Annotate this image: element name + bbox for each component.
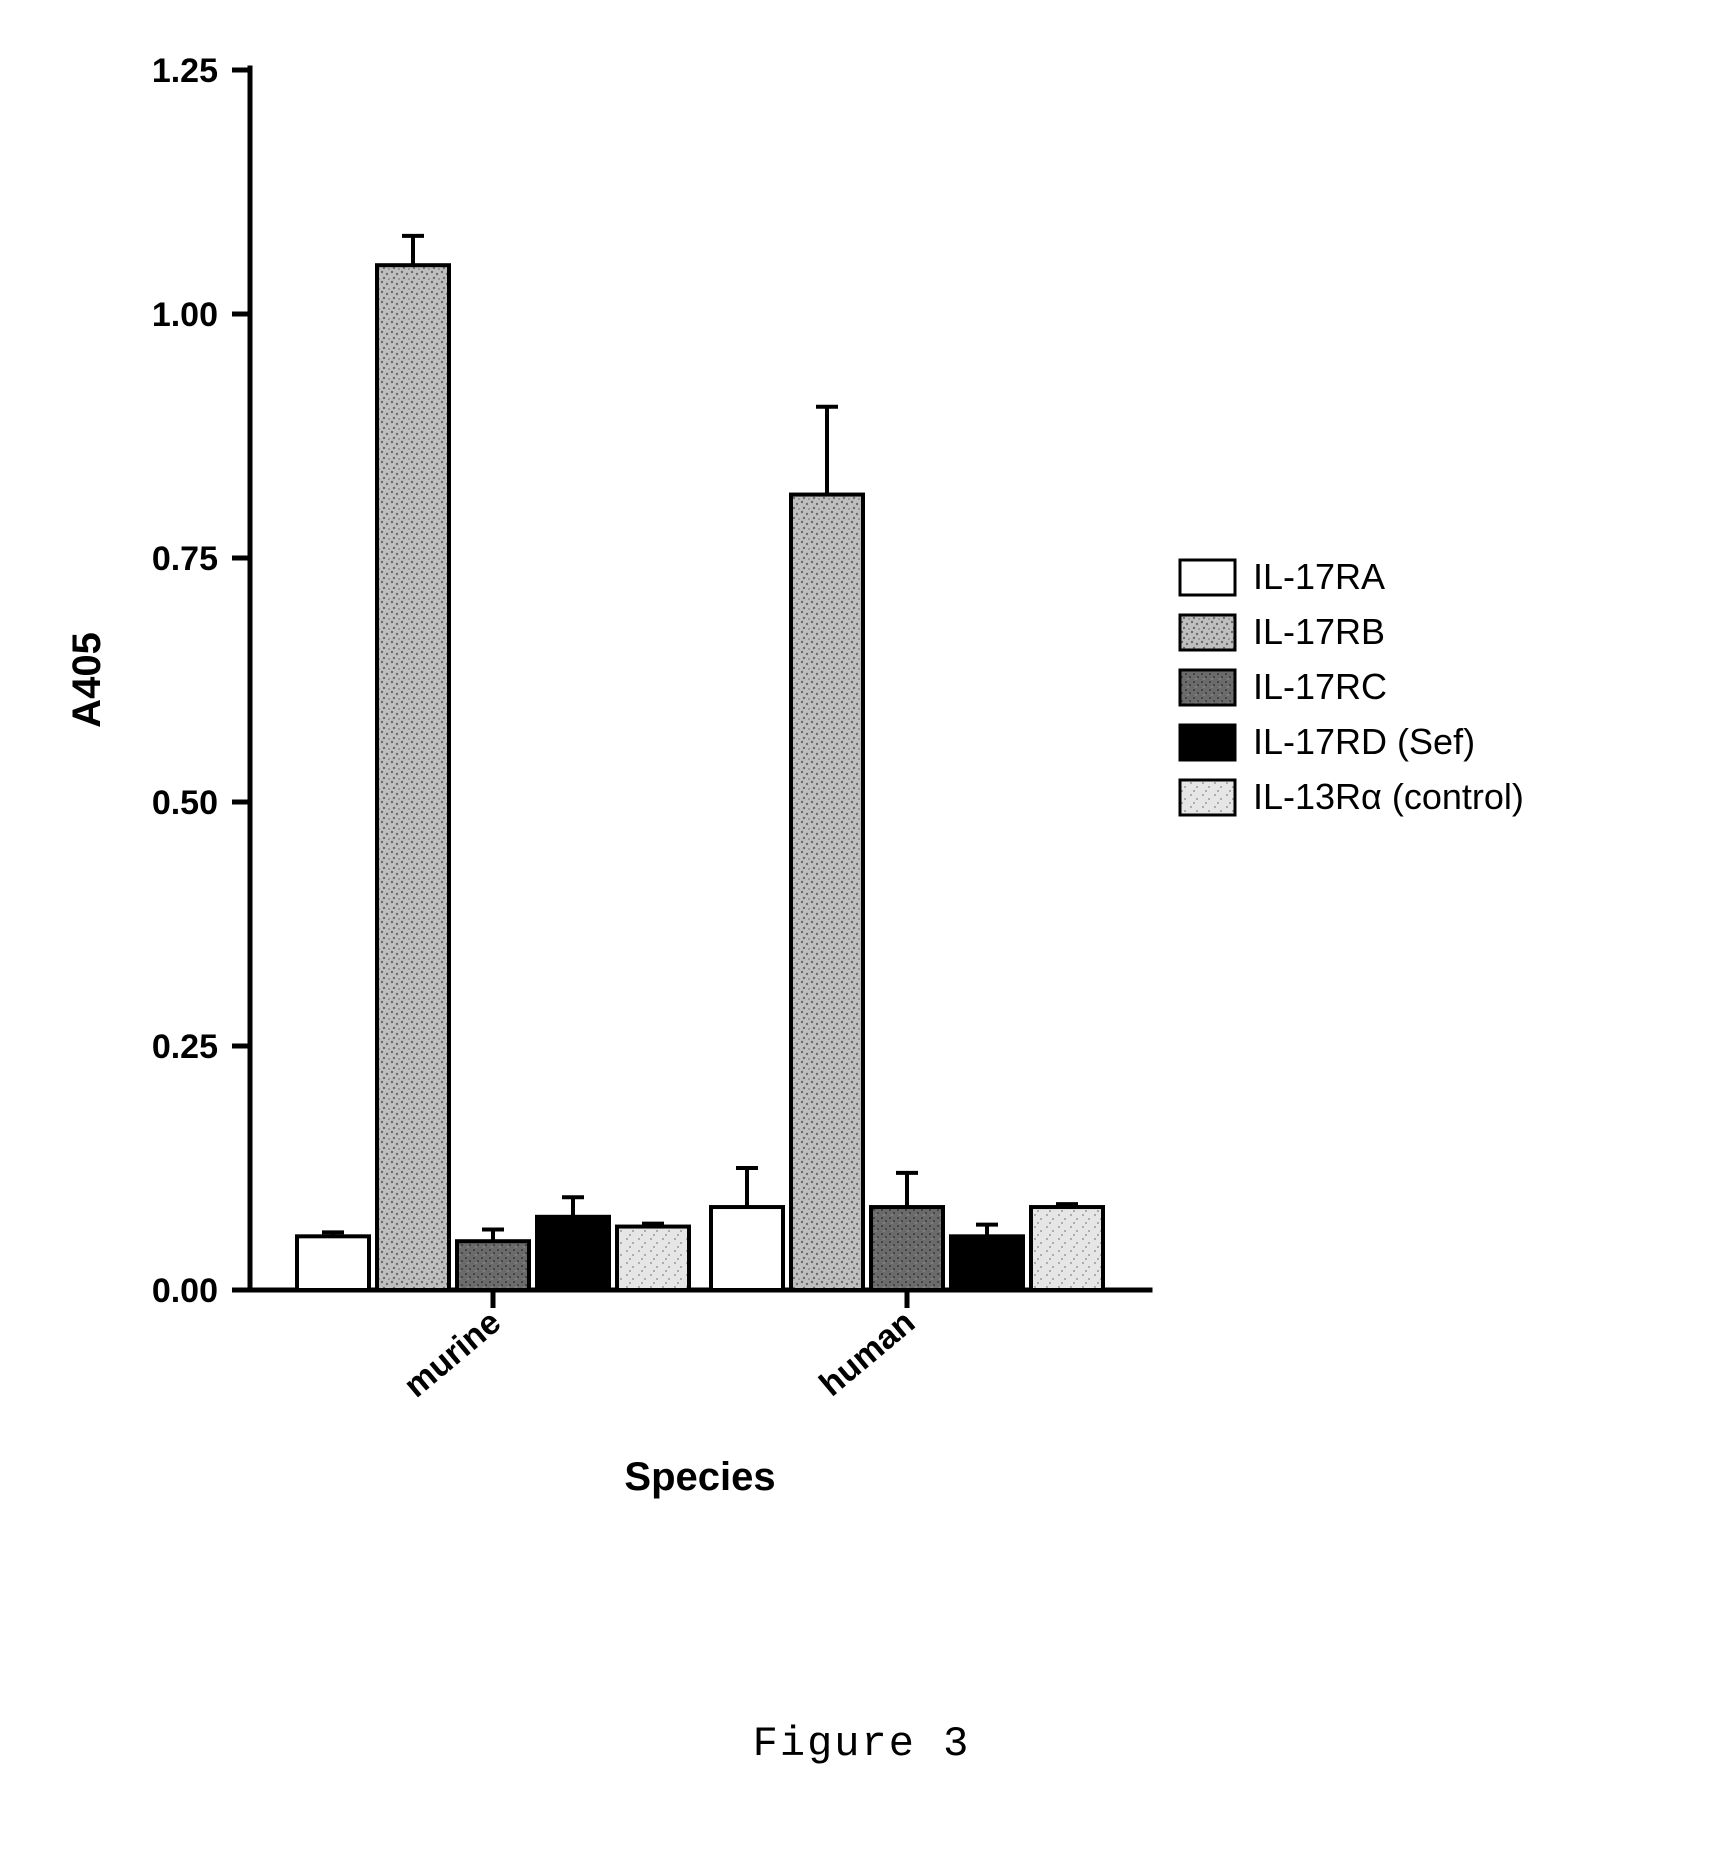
legend-label: IL-17RC [1253,666,1387,707]
legend-swatch [1180,615,1235,650]
svg-text:0.75: 0.75 [152,540,218,578]
legend-swatch [1180,725,1235,760]
svg-text:1.25: 1.25 [152,52,218,90]
svg-text:1.00: 1.00 [152,296,218,334]
bar [1031,1207,1103,1290]
bar [617,1227,689,1290]
legend-swatch [1180,560,1235,595]
bar [537,1217,609,1290]
bar [791,495,863,1290]
svg-text:0.50: 0.50 [152,784,218,822]
svg-text:0.25: 0.25 [152,1028,218,1066]
bar-chart: 0.000.250.500.751.001.25A405murinehumanS… [0,0,1723,1600]
bar [871,1207,943,1290]
figure-caption: Figure 3 [0,1720,1723,1768]
legend-label: IL-17RB [1253,611,1385,652]
svg-text:0.00: 0.00 [152,1272,218,1310]
bar [711,1207,783,1290]
figure-container: 0.000.250.500.751.001.25A405murinehumanS… [0,0,1723,1864]
legend-label: IL-13Rα (control) [1253,776,1524,817]
bar [951,1236,1023,1290]
legend-swatch [1180,670,1235,705]
legend-label: IL-17RD (Sef) [1253,721,1475,762]
bar [377,265,449,1290]
bar [297,1236,369,1290]
bar [457,1241,529,1290]
svg-text:A405: A405 [65,632,109,728]
legend-label: IL-17RA [1253,556,1385,597]
svg-text:Species: Species [624,1455,775,1499]
legend-swatch [1180,780,1235,815]
